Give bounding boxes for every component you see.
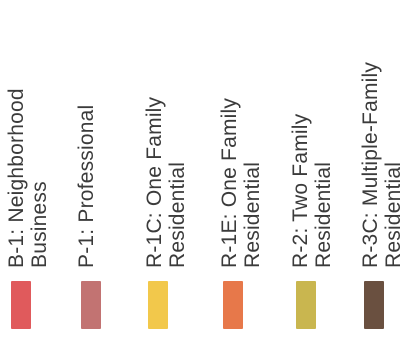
legend-item-r1c: R-1C: One Family Residential xyxy=(140,0,200,339)
legend-swatch-r1e xyxy=(223,281,243,329)
legend-label-r1c: R-1C: One Family Residential xyxy=(143,96,189,268)
legend-swatch-p1 xyxy=(81,281,101,329)
legend-label-r1e: R-1E: One Family Residential xyxy=(218,97,264,268)
legend-item-r3c: R-3C: Multiple-Family Residential xyxy=(356,0,416,339)
legend-item-b1: B-1: Neighborhood Business xyxy=(2,0,62,339)
legend-swatch-r3c xyxy=(364,281,384,329)
legend-swatch-r1c xyxy=(148,281,168,329)
legend-label-r2: R-2: Two Family Residential xyxy=(289,113,335,268)
legend-swatch-r2 xyxy=(296,281,316,329)
legend-item-r1e: R-1E: One Family Residential xyxy=(215,0,275,339)
legend-label-p1: P-1: Professional xyxy=(75,104,98,268)
legend-label-b1: B-1: Neighborhood Business xyxy=(5,88,51,268)
legend-label-r3c: R-3C: Multiple-Family Residential xyxy=(359,61,405,268)
legend-swatch-b1 xyxy=(11,281,31,329)
legend-item-p1: P-1: Professional xyxy=(72,0,132,339)
legend-item-r2: R-2: Two Family Residential xyxy=(286,0,346,339)
